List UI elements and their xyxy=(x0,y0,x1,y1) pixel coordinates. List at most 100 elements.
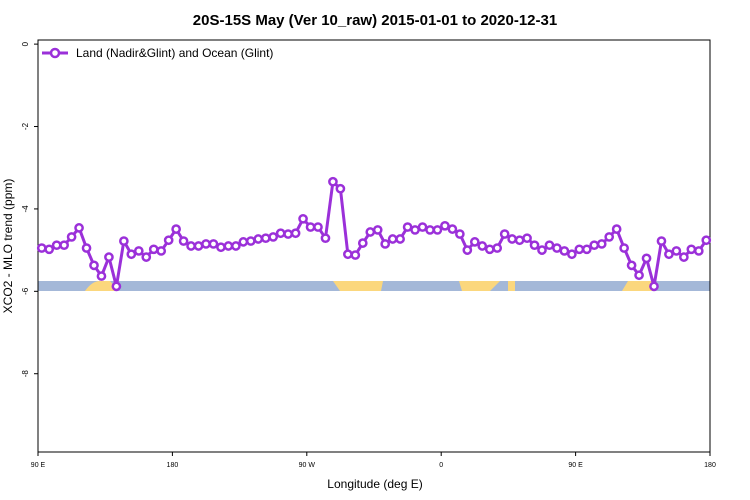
data-point xyxy=(581,244,592,255)
data-point xyxy=(417,222,428,232)
data-point xyxy=(469,237,480,247)
data-point xyxy=(589,240,600,251)
data-point xyxy=(357,238,368,248)
data-point xyxy=(36,243,47,253)
data-point xyxy=(693,246,704,256)
y-tick-label: -4 xyxy=(21,205,30,213)
data-point xyxy=(372,225,383,235)
data-point xyxy=(51,240,62,251)
data-point xyxy=(178,236,189,246)
data-point xyxy=(163,235,174,246)
data-point xyxy=(231,241,241,251)
x-tick-label: 0 xyxy=(439,462,443,469)
x-tick-label: 180 xyxy=(167,462,179,469)
data-point xyxy=(544,240,555,251)
y-axis-label: XCO2 - MLO trend (ppm) xyxy=(1,179,15,314)
data-point xyxy=(387,234,398,244)
data-point xyxy=(522,233,532,244)
data-point xyxy=(268,232,279,242)
data-point xyxy=(335,183,346,194)
y-tick-label: 0 xyxy=(21,41,30,46)
data-point xyxy=(552,243,562,253)
data-point xyxy=(238,237,249,247)
x-tick-label: 90 W xyxy=(299,462,316,469)
data-point xyxy=(350,250,361,260)
data-point xyxy=(201,239,211,249)
data-point xyxy=(328,176,338,187)
data-point xyxy=(208,239,219,249)
data-point xyxy=(133,246,144,256)
data-point xyxy=(611,224,622,234)
data-point xyxy=(567,249,577,260)
data-point xyxy=(484,244,495,255)
data-point xyxy=(119,236,129,246)
land-ocean-strip xyxy=(38,281,710,291)
data-point xyxy=(216,242,226,253)
data-point xyxy=(559,246,570,256)
data-point xyxy=(537,245,547,255)
data-point xyxy=(514,235,525,246)
data-point xyxy=(245,236,256,246)
data-point xyxy=(432,225,443,235)
data-point xyxy=(701,235,712,246)
land-segment xyxy=(622,281,655,291)
data-point xyxy=(671,246,682,256)
data-point xyxy=(104,252,114,262)
chart-title: 20S-15S May (Ver 10_raw) 2015-01-01 to 2… xyxy=(193,12,557,29)
data-point xyxy=(290,228,301,239)
data-point xyxy=(649,281,659,292)
y-tick-label: -2 xyxy=(21,122,30,130)
data-point xyxy=(634,270,644,281)
data-point xyxy=(499,229,510,239)
data-point xyxy=(656,236,667,246)
data-point xyxy=(89,260,99,271)
data-point xyxy=(604,232,615,242)
data-point xyxy=(492,243,503,253)
data-point xyxy=(462,245,473,255)
data-point xyxy=(380,239,391,249)
data-point xyxy=(477,241,488,251)
data-point xyxy=(626,260,637,271)
plot-frame xyxy=(37,39,711,453)
data-point xyxy=(253,234,264,244)
data-point xyxy=(59,240,69,251)
data-point xyxy=(447,224,458,234)
x-tick-label: 180 xyxy=(704,462,716,469)
data-point xyxy=(126,249,137,260)
data-point xyxy=(574,244,585,255)
data-point xyxy=(156,246,167,256)
data-point xyxy=(343,249,353,260)
data-point xyxy=(529,240,540,251)
data-point xyxy=(507,234,517,244)
data-point xyxy=(111,281,122,292)
legend-marker xyxy=(49,47,61,59)
data-point xyxy=(44,244,55,255)
data-point xyxy=(395,234,405,244)
data-point xyxy=(171,224,181,234)
data-point xyxy=(223,241,234,251)
data-point xyxy=(148,244,159,255)
data-point xyxy=(313,222,323,232)
data-point xyxy=(440,220,450,231)
x-axis-label: Longitude (deg E) xyxy=(327,477,422,491)
data-point xyxy=(305,222,316,232)
data-point xyxy=(275,228,286,239)
legend-label: Land (Nadir&Glint) and Ocean (Glint) xyxy=(76,46,273,60)
land-segment xyxy=(459,281,500,291)
data-point xyxy=(298,213,308,224)
data-point xyxy=(141,252,152,262)
land-segment xyxy=(333,281,383,291)
land-segment xyxy=(508,281,515,291)
x-tick-label: 90 E xyxy=(568,462,583,469)
data-point xyxy=(410,225,420,235)
data-point xyxy=(686,244,697,255)
data-point xyxy=(320,233,331,244)
data-point xyxy=(402,222,413,232)
data-point xyxy=(81,243,92,253)
data-point xyxy=(365,227,376,237)
data-point xyxy=(664,249,674,260)
y-tick-label: -6 xyxy=(21,287,30,295)
data-point xyxy=(66,232,77,242)
data-point xyxy=(619,243,629,253)
data-point xyxy=(425,225,435,235)
